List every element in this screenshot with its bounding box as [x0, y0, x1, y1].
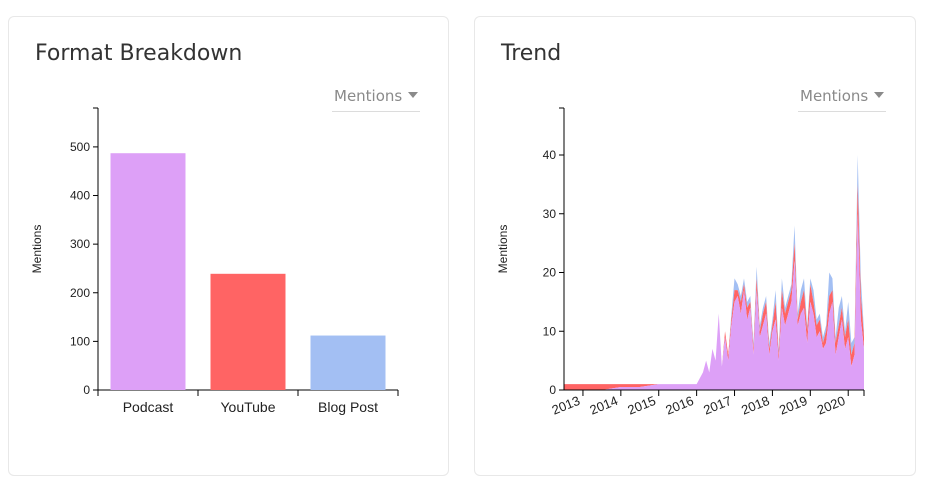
format-breakdown-title: Format Breakdown [35, 41, 243, 66]
y-tick-label: 400 [70, 189, 90, 203]
x-tick-label: 2020 [815, 393, 847, 418]
y-tick-label: 20 [543, 266, 557, 280]
x-tick-label: YouTube [220, 399, 275, 415]
x-tick-label: 2017 [701, 393, 733, 418]
trend-metric-dropdown-label: Mentions [800, 87, 869, 105]
x-tick-label: 2018 [739, 393, 771, 418]
y-tick-label: 40 [543, 148, 557, 162]
trend-card: Trend Mentions 0 10 20 30 40 2013 2014 2015 2016… [474, 16, 916, 476]
y-axis-title: Mentions [30, 225, 44, 274]
y-tick-label: 200 [70, 286, 90, 300]
format-breakdown-card: Format Breakdown Mentions 0 100 200 300 400 5… [8, 16, 449, 476]
y-tick-label: 100 [70, 334, 90, 348]
bar-podcast [110, 153, 186, 390]
bar-blog-post [310, 335, 386, 390]
y-axis-title: Mentions [496, 225, 510, 274]
caret-down-icon [408, 92, 418, 98]
format-metric-dropdown-label: Mentions [334, 87, 403, 105]
x-tick-label: 2019 [777, 393, 809, 418]
y-tick-label: 500 [70, 140, 90, 154]
y-tick-label: 30 [543, 207, 557, 221]
caret-down-icon [874, 92, 884, 98]
x-tick-label: Blog Post [318, 399, 378, 415]
x-tick-label: Podcast [123, 399, 174, 415]
x-tick-label: 2014 [588, 393, 620, 418]
y-tick-label: 10 [543, 324, 557, 338]
y-tick-label: 0 [83, 383, 90, 397]
y-tick-label: 0 [549, 383, 556, 397]
format-breakdown-chart: 0 100 200 300 400 500 Podcast YouTube Blog Post M… [30, 107, 399, 415]
format-metric-dropdown[interactable]: Mentions [332, 85, 420, 112]
y-tick-label: 300 [70, 237, 90, 251]
x-tick-label: 2016 [663, 393, 695, 418]
x-tick-label: 2015 [625, 393, 657, 418]
trend-title: Trend [501, 41, 562, 66]
bar-youtube [210, 273, 286, 390]
area-series-1 [564, 213, 864, 390]
trend-metric-dropdown[interactable]: Mentions [798, 85, 886, 112]
